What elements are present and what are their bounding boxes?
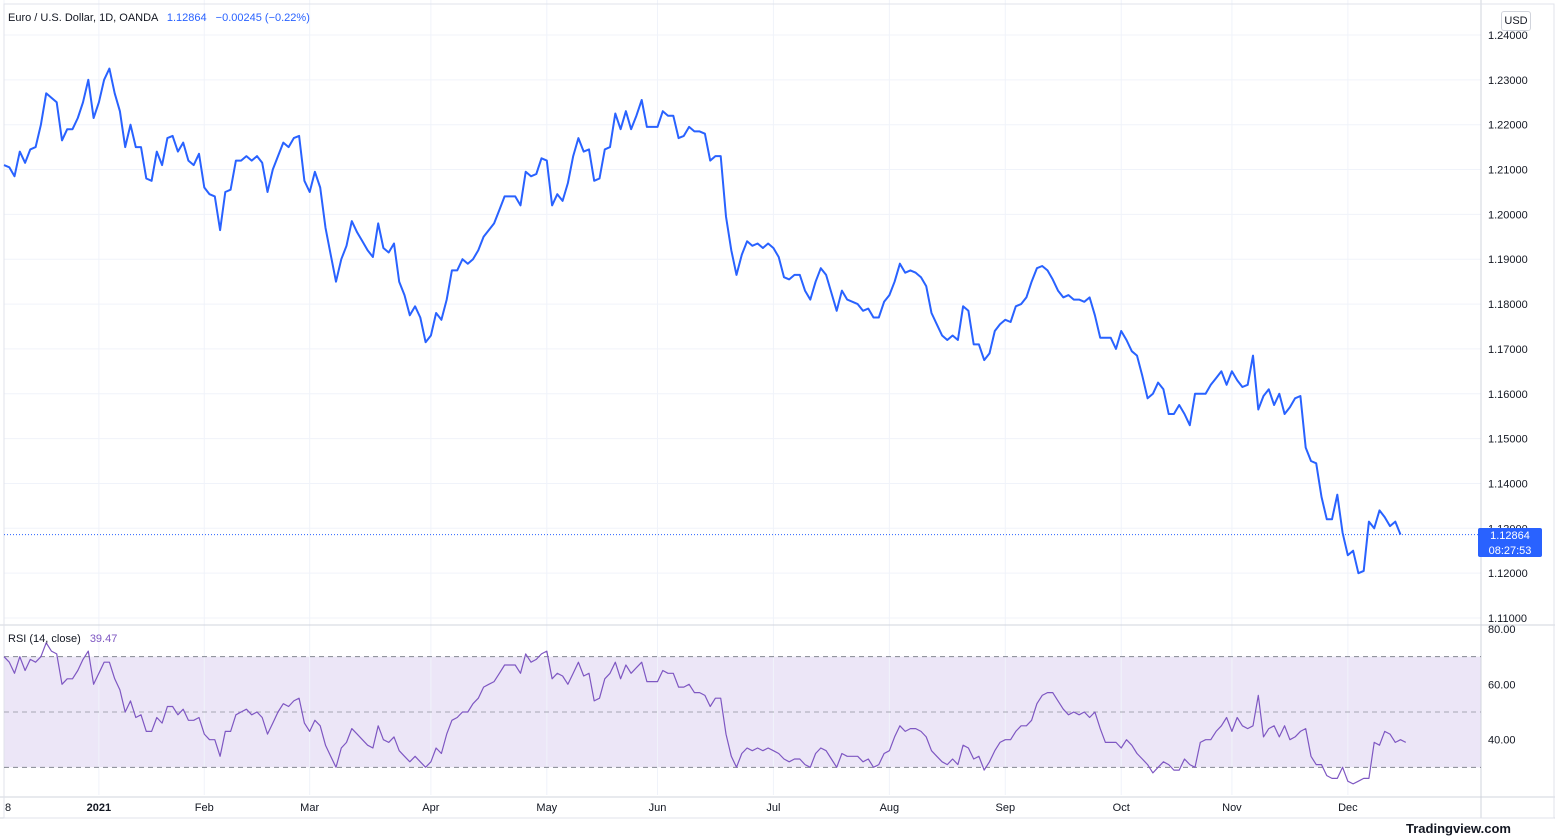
rsi-tick-label: 40.00 bbox=[1488, 735, 1516, 747]
last-price: 1.12864 bbox=[166, 12, 207, 24]
rsi-value: 39.47 bbox=[89, 633, 118, 645]
rsi-tick-label: 60.00 bbox=[1488, 679, 1516, 691]
price-tick-label: 1.16000 bbox=[1488, 389, 1528, 401]
time-tick-label: 8 bbox=[5, 802, 11, 814]
time-tick-label: Oct bbox=[1113, 802, 1130, 814]
price-tick-label: 1.20000 bbox=[1488, 209, 1528, 221]
symbol-legend: Euro / U.S. Dollar, 1D, OANDA 1.12864 −0… bbox=[8, 12, 310, 24]
rsi-series-line bbox=[3, 642, 1407, 785]
price-tick-label: 1.23000 bbox=[1488, 75, 1528, 87]
price-tick-label: 1.19000 bbox=[1488, 254, 1528, 266]
price-tick-label: 1.21000 bbox=[1488, 165, 1528, 177]
price-tick-label: 1.17000 bbox=[1488, 344, 1528, 356]
time-tick-label: Sep bbox=[996, 802, 1016, 814]
price-tick-label: 1.12000 bbox=[1488, 568, 1528, 580]
price-tag-value: 1.12864 bbox=[1490, 530, 1530, 542]
price-change: −0.00245 (−0.22%) bbox=[215, 12, 310, 24]
time-tick-label: Jun bbox=[649, 802, 667, 814]
price-tick-label: 1.18000 bbox=[1488, 299, 1528, 311]
tradingview-watermark: Tradingview.com bbox=[1406, 821, 1511, 836]
symbol-title: Euro / U.S. Dollar, 1D, OANDA bbox=[8, 12, 158, 24]
time-tick-label: 2021 bbox=[87, 802, 111, 814]
time-tick-label: Feb bbox=[195, 802, 214, 814]
price-series-line bbox=[3, 67, 1402, 575]
rsi-legend: RSI (14, close) 39.47 bbox=[8, 633, 117, 645]
time-tick-label: Nov bbox=[1222, 802, 1242, 814]
price-tag-countdown: 08:27:53 bbox=[1488, 545, 1532, 557]
rsi-label: RSI (14, close) bbox=[8, 633, 81, 645]
time-tick-label: May bbox=[536, 802, 557, 814]
price-tick-label: 1.24000 bbox=[1488, 30, 1528, 42]
price-tick-label: 1.22000 bbox=[1488, 120, 1528, 132]
time-tick-label: Jul bbox=[766, 802, 780, 814]
last-price-tag: 1.12864 08:27:53 bbox=[1478, 528, 1542, 557]
time-tick-label: Dec bbox=[1338, 802, 1358, 814]
price-tick-label: 1.15000 bbox=[1488, 434, 1528, 446]
price-tick-label: 1.14000 bbox=[1488, 478, 1528, 490]
price-tick-label: 1.11000 bbox=[1488, 613, 1527, 625]
rsi-tick-label: 80.00 bbox=[1488, 624, 1516, 636]
frame bbox=[3, 3, 1555, 819]
time-tick-label: Mar bbox=[300, 802, 319, 814]
currency-button[interactable]: USD bbox=[1501, 11, 1531, 31]
time-tick-label: Aug bbox=[880, 802, 900, 814]
time-tick-label: Apr bbox=[422, 802, 439, 814]
